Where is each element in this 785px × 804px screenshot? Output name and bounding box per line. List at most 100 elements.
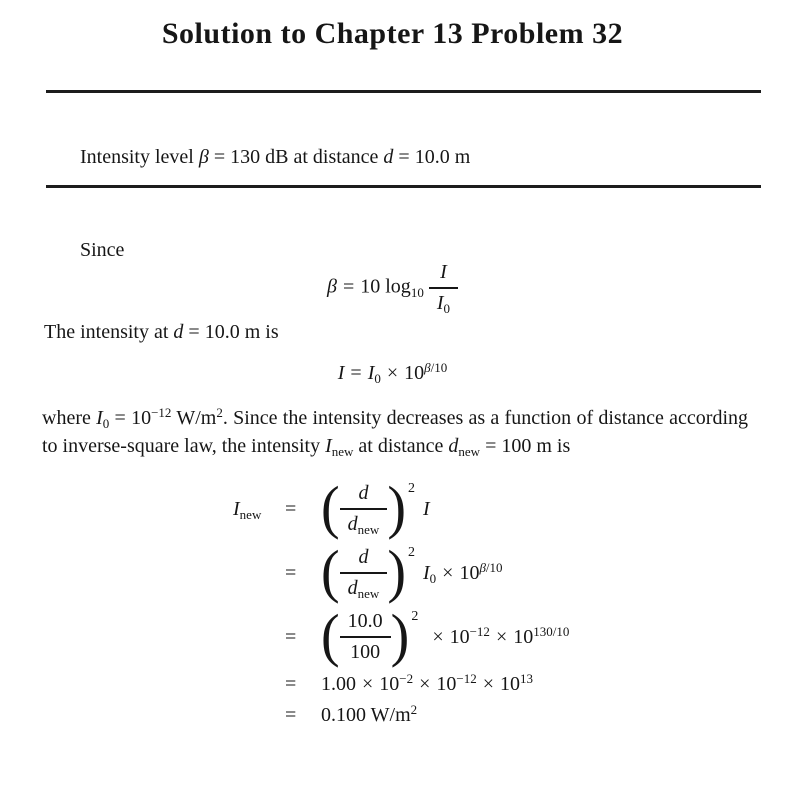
equation-beta-definition: β = 10 log10 I I0 — [0, 260, 785, 316]
exponent: 13 — [520, 671, 534, 686]
times-sign: × — [482, 673, 495, 695]
equals-sign: = — [285, 561, 297, 584]
divider-rule-top — [46, 90, 761, 93]
subscript-zero: 0 — [102, 416, 110, 431]
paren-open: ( — [321, 475, 340, 541]
subscript-new: new — [239, 506, 262, 522]
power-base: 10 — [513, 625, 534, 648]
power-base: 10 — [436, 673, 457, 695]
given-text-2: = 130 dB at distance — [208, 146, 384, 168]
para-text-6: = 100 m is — [480, 435, 571, 457]
result-value: 0.100 W/m — [321, 704, 411, 726]
exp-var-beta: β — [424, 360, 431, 375]
subscript-new: new — [357, 586, 380, 601]
row-expression: 1.00 × 10−2 × 10−12 × 1013 — [321, 671, 534, 696]
fraction-denominator: I0 — [428, 287, 458, 316]
var-beta: β — [198, 146, 209, 168]
exponent-two: 2 — [407, 481, 415, 496]
var-d: d — [383, 146, 394, 168]
exponent: 2 — [410, 702, 418, 717]
para-text-5: at distance — [353, 435, 449, 457]
var-d: d — [173, 321, 184, 343]
var-beta: β — [327, 275, 337, 298]
exp-var-beta: β — [479, 559, 486, 575]
power-base: 10 — [500, 673, 521, 695]
derivation-row: = ( 10.0 100 ) 2 × 10−12 × 10130/10 — [233, 603, 785, 669]
equals-sign: = — [350, 362, 362, 384]
paren-open: ( — [321, 539, 340, 605]
times-sign: × — [362, 673, 374, 695]
equals-sign: = — [285, 625, 297, 648]
given-text-3: = 10.0 m — [393, 146, 471, 168]
exponent-two: 2 — [411, 609, 419, 624]
var-I0-base: I — [367, 362, 375, 384]
fraction-numerator: 10.0 — [347, 610, 383, 632]
given-text-1: Intensity level — [80, 146, 199, 168]
var-I: I — [337, 362, 345, 384]
power-base: 10 — [449, 625, 470, 648]
paren-close: ) — [387, 539, 406, 605]
equation-intensity: I = I0 × 10β/10 — [0, 360, 785, 386]
exponent: −12 — [469, 623, 490, 639]
intensity-text-2: = 10.0 m is — [183, 321, 279, 343]
paren-close: ) — [390, 603, 410, 669]
derivation-row: = 0.100 W/m2 — [233, 702, 785, 727]
fraction: d dnew — [339, 545, 388, 601]
subscript-new: new — [458, 444, 481, 459]
para-text-1: where — [42, 407, 97, 429]
row-tail-expression: × 10−12 × 10130/10 — [426, 623, 570, 649]
log-base-subscript: 10 — [410, 284, 424, 300]
var-I0-base: I — [436, 292, 444, 314]
derivation-block: Inew = ( d dnew ) 2 I = ( d dnew — [233, 475, 785, 727]
derivation-row: = ( d dnew ) 2 I0 × 10β/10 — [233, 539, 785, 605]
equals-sign: = — [285, 673, 297, 695]
exponent: −12 — [151, 405, 172, 420]
var-dnew-base: d — [347, 577, 358, 599]
exp-rest: /10 — [485, 559, 503, 575]
subscript-new: new — [331, 444, 354, 459]
var-Inew-base: I — [325, 435, 332, 457]
fraction: 10.0 100 — [339, 609, 391, 665]
subscript-zero: 0 — [429, 570, 437, 586]
var-I0-base: I — [96, 407, 103, 429]
exponent: β/10 — [479, 560, 502, 575]
log-prefix: 10 log — [360, 275, 411, 298]
power-base: 10 — [404, 362, 425, 384]
equals-sign: = — [285, 497, 297, 520]
times-sign: × — [495, 625, 508, 648]
final-result: 0.100 W/m2 — [321, 702, 418, 727]
fraction: d dnew — [339, 481, 388, 537]
exponent: −2 — [399, 671, 414, 686]
times-sign: × — [386, 362, 399, 384]
fraction-denominator: 100 — [339, 636, 391, 665]
power-base: 10 — [459, 561, 480, 584]
paren-close: ) — [387, 475, 406, 541]
var-I0-base: I — [422, 561, 430, 584]
para-text-3: W/m — [171, 407, 217, 429]
fraction-denominator: dnew — [339, 572, 388, 601]
paren-squared-fraction: ( d dnew ) 2 — [321, 539, 415, 605]
subscript-new: new — [357, 522, 380, 537]
equals-sign: = — [285, 704, 297, 726]
var-Inew-base: I — [233, 497, 240, 520]
var-I: I — [422, 497, 430, 520]
row-tail-expression: I0 × 10β/10 — [422, 560, 503, 586]
intensity-text-1: The intensity at — [44, 321, 174, 343]
subscript-zero: 0 — [374, 371, 381, 386]
body-paragraph: where I0 = 10−12 W/m2. Since the intensi… — [42, 405, 748, 461]
exponent: 130/10 — [533, 623, 570, 639]
fraction-numerator: d — [358, 482, 369, 504]
exponent: −12 — [456, 671, 477, 686]
var-dnew-base: d — [448, 435, 459, 457]
paren-squared-fraction: ( d dnew ) 2 — [321, 475, 415, 541]
var-dnew-base: d — [347, 513, 358, 535]
power-base: 10 — [379, 673, 400, 695]
page-title: Solution to Chapter 13 Problem 32 — [161, 17, 624, 50]
paren-open: ( — [321, 603, 340, 669]
fraction: I I0 — [428, 260, 458, 316]
equals-sign: = — [342, 275, 355, 298]
paren-squared-fraction: ( 10.0 100 ) 2 — [321, 603, 419, 669]
exponent-two: 2 — [407, 545, 415, 560]
divider-rule-mid — [46, 185, 761, 188]
derivation-row: Inew = ( d dnew ) 2 I — [233, 475, 785, 541]
